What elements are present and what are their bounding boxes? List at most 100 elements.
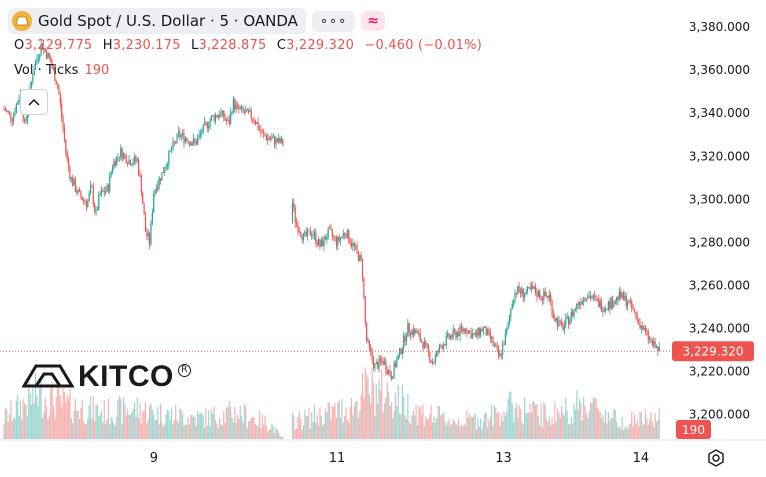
kitco-watermark: KITCO R	[21, 360, 191, 394]
candle	[414, 327, 416, 337]
candle	[120, 144, 122, 161]
volume-bar	[510, 391, 512, 439]
candle	[651, 338, 653, 347]
candle	[330, 223, 332, 231]
volume-bar	[209, 426, 211, 439]
candle	[607, 300, 609, 311]
candle	[172, 137, 174, 151]
candle	[360, 251, 362, 262]
volume-bar	[651, 421, 653, 439]
candle	[559, 320, 561, 325]
volume-bar	[434, 422, 436, 439]
volume-bar	[161, 422, 163, 439]
candle	[271, 132, 273, 140]
collapse-legend-button[interactable]	[20, 89, 48, 115]
volume-bar	[556, 408, 559, 439]
volume-bar	[349, 406, 351, 439]
y-tick-label: 3,220.000	[689, 364, 750, 378]
volume-bar	[394, 393, 397, 439]
candle	[24, 117, 26, 124]
volume-bar	[635, 423, 637, 439]
volume-bar	[609, 420, 611, 439]
chart-settings-icon[interactable]	[706, 448, 726, 468]
candle	[511, 299, 513, 310]
more-options-icon[interactable]: ∘∘∘	[311, 10, 356, 32]
volume-bar	[569, 424, 571, 439]
candle	[236, 101, 239, 110]
candle	[510, 308, 512, 322]
volume-bar	[128, 414, 130, 439]
candle	[18, 94, 20, 105]
volume-bar	[323, 423, 325, 439]
candle	[334, 236, 336, 242]
y-tick-label: 3,360.000	[689, 63, 750, 77]
gold-bar-icon	[12, 11, 32, 31]
volume-bar	[617, 426, 619, 439]
volume-bar	[346, 419, 349, 439]
volume-bar	[638, 426, 640, 439]
candle	[348, 229, 350, 244]
volume-bar	[655, 421, 658, 439]
volume-bar	[591, 402, 593, 439]
candle	[265, 134, 267, 141]
candle	[254, 119, 256, 126]
candle	[4, 106, 6, 112]
volume-bar	[344, 415, 346, 439]
indicator-wave-icon[interactable]: ≈	[361, 11, 386, 31]
volume-bar	[513, 422, 515, 439]
candle	[317, 236, 320, 247]
volume-bar	[81, 400, 83, 439]
candle	[400, 347, 402, 355]
candle	[58, 83, 60, 95]
candle	[477, 327, 479, 340]
candle	[458, 327, 460, 337]
volume-bar	[88, 405, 90, 439]
candle	[552, 309, 555, 319]
candle	[261, 128, 263, 134]
candle	[37, 53, 39, 64]
high-value: 3,230.175	[112, 38, 181, 53]
candle	[471, 328, 474, 340]
candle	[537, 289, 539, 298]
volume-bar	[202, 415, 204, 439]
candle	[234, 97, 236, 113]
volume-bar	[605, 409, 607, 439]
volume-legend[interactable]: Vol · Ticks 190	[14, 63, 109, 78]
candle	[94, 201, 96, 214]
volume-bar	[442, 411, 445, 439]
candle	[164, 166, 166, 176]
volume-bar	[485, 412, 487, 439]
candle	[315, 228, 317, 247]
volume-bar	[302, 424, 305, 439]
volume-bar	[274, 433, 276, 439]
candle	[302, 233, 305, 244]
candle	[473, 333, 475, 336]
candle	[513, 299, 515, 308]
candle	[153, 190, 155, 214]
candle	[640, 324, 642, 334]
candle	[463, 328, 465, 335]
volume-bar	[444, 420, 446, 439]
candle	[139, 170, 141, 178]
volume-bar	[587, 418, 589, 439]
volume-bar	[506, 411, 508, 439]
volume-bar	[352, 415, 354, 439]
candle	[11, 117, 13, 127]
candle	[467, 330, 469, 335]
candle	[474, 329, 476, 338]
candle	[282, 138, 284, 147]
volume-bar	[247, 421, 250, 439]
volume-bar	[309, 428, 311, 439]
candle	[309, 226, 311, 237]
volume-bar	[278, 432, 280, 439]
volume-bar	[43, 412, 45, 439]
candle	[136, 157, 138, 164]
symbol-button[interactable]: Gold Spot / U.S. Dollar · 5 · OANDA	[8, 8, 306, 34]
candle	[383, 357, 386, 366]
candle	[530, 281, 533, 293]
candle	[339, 236, 342, 246]
volume-bar	[54, 418, 56, 439]
volume-bar	[620, 429, 622, 439]
candle	[484, 326, 486, 328]
